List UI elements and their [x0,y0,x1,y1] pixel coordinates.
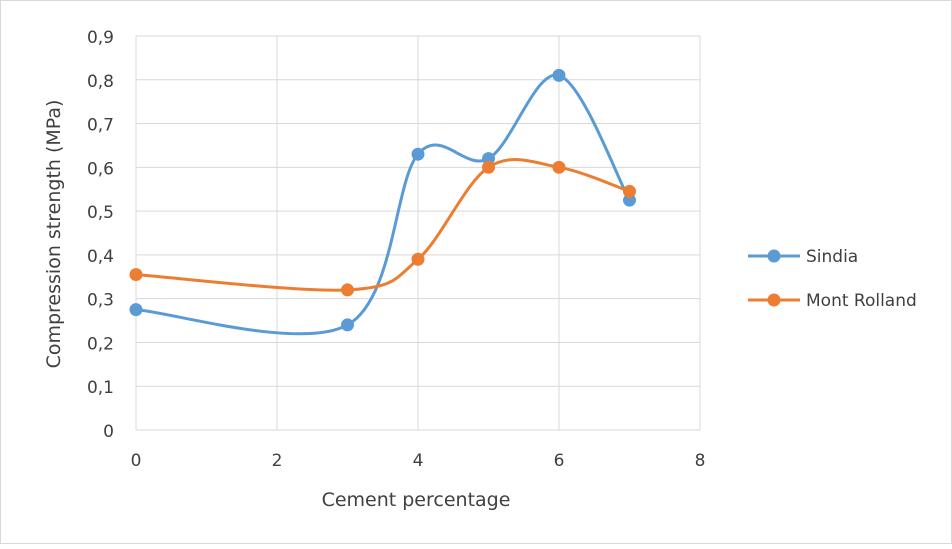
x-axis-tick-labels: 0 2 4 6 8 [131,451,706,471]
data-point-mont-rolland [623,184,636,198]
data-point-mont-rolland [129,268,143,282]
x-tick-label: 4 [413,451,424,471]
legend-marker-sindia [767,249,781,263]
legend-label-sindia: Sindia [806,247,858,267]
data-point-sindia [341,318,354,332]
data-point-mont-rolland [552,160,566,174]
x-tick-label: 6 [554,451,565,471]
y-tick-label: 0,1 [87,378,114,398]
series-points [129,68,636,332]
data-point-sindia [552,68,566,82]
data-point-mont-rolland [482,160,495,174]
y-tick-label: 0,9 [87,28,114,48]
data-point-sindia [129,303,143,317]
y-tick-label: 0,7 [87,116,114,136]
data-point-sindia [411,147,425,161]
y-tick-label: 0,2 [87,334,114,354]
x-axis-label: Cement percentage [322,489,511,511]
x-tick-label: 2 [272,451,283,471]
series-line-sindia [134,73,631,336]
x-tick-label: 0 [131,451,142,471]
y-tick-label: 0,6 [87,159,114,179]
data-point-mont-rolland [341,283,354,297]
y-axis-tick-labels: 0 0,1 0,2 0,3 0,4 0,5 0,6 0,7 0,8 0,9 [87,28,114,442]
y-tick-label: 0,8 [87,72,114,92]
y-tick-label: 0 [103,422,114,442]
y-axis-label: Compression strength (MPa) [43,100,65,369]
data-point-mont-rolland [411,252,425,266]
legend-label-mont-rolland: Mont Rolland [806,291,917,311]
y-tick-label: 0,5 [87,203,114,223]
x-tick-label: 8 [695,451,706,471]
y-tick-label: 0,4 [87,247,114,267]
legend-marker-mont-rolland [767,293,781,307]
legend: Sindia Mont Rolland [748,247,917,311]
y-tick-label: 0,3 [87,291,114,311]
